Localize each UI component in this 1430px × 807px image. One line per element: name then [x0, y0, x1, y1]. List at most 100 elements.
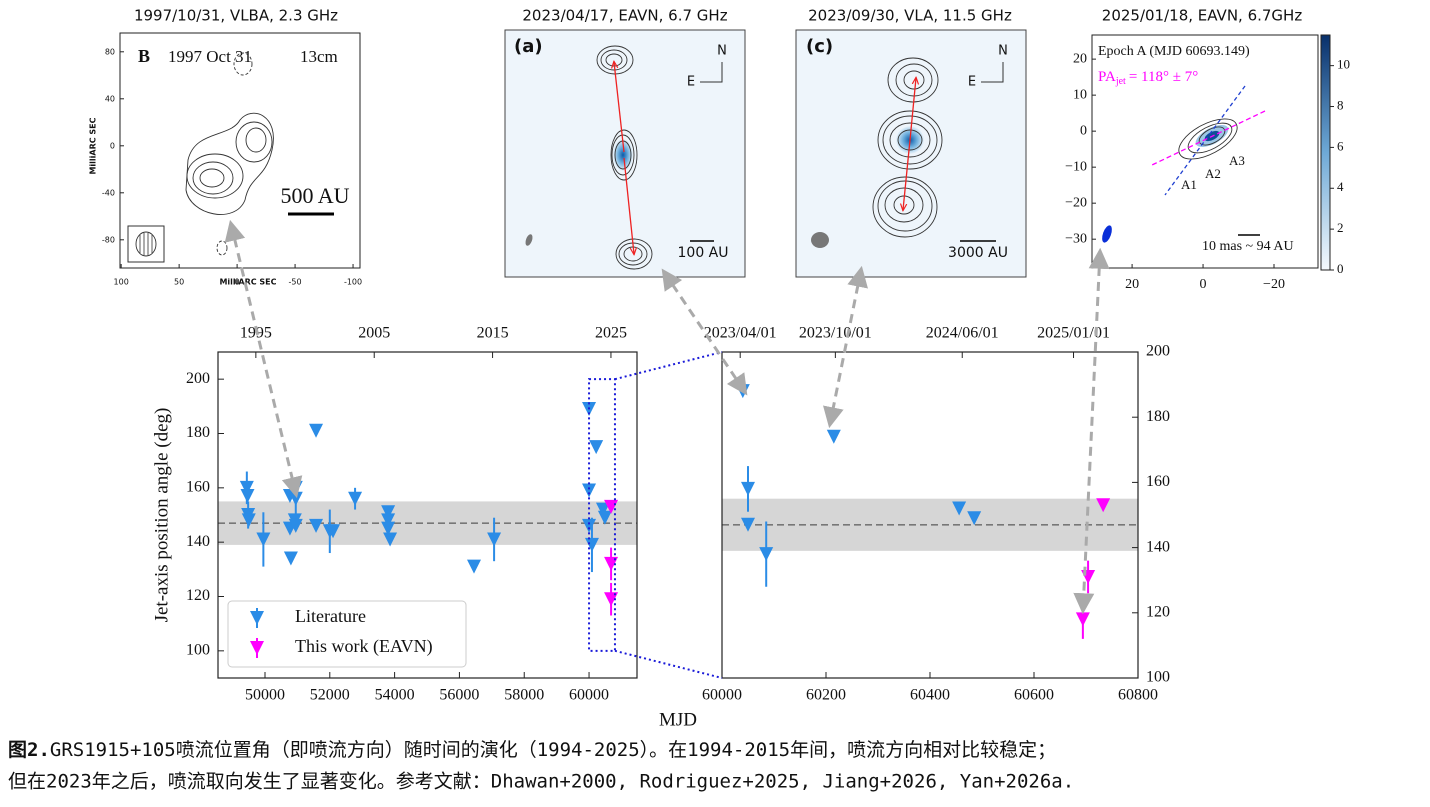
- pa-sub: jet: [1115, 76, 1126, 87]
- data-point: [741, 481, 755, 496]
- y-tick-label: 0: [110, 141, 115, 150]
- caption-line: 但在2023年之后，喷流取向发生了显著变化。参考文献：Dhawan+2000, …: [8, 771, 1074, 793]
- y-tick-label: 160: [1146, 473, 1170, 490]
- zoom-connector: [614, 649, 723, 679]
- panel-epoch: 1997 Oct 31: [168, 47, 252, 66]
- data-point: [741, 517, 755, 532]
- y-tick-label: 100: [1146, 669, 1170, 686]
- pa-label: PAjet = 118° ± 7°: [1098, 69, 1198, 87]
- compass-north: N: [998, 44, 1008, 59]
- panel-title: 2023/04/17, EAVN, 6.7 GHz: [522, 7, 727, 25]
- y-tick-label: 200: [1146, 343, 1170, 360]
- y-tick-label: 140: [1146, 538, 1170, 555]
- caption-text: GRS1915+105喷流位置角（即喷流方向）随时间的演化（1994-2025）…: [50, 739, 1056, 761]
- x-tick-label: 60000: [702, 687, 742, 704]
- x2-tick-label: 2025/01/01: [1037, 325, 1110, 342]
- data-point: [1075, 612, 1090, 627]
- y-tick-label: 20: [1073, 51, 1087, 66]
- legend: [227, 600, 467, 668]
- data-point: [381, 505, 396, 520]
- zoom-connector: [614, 351, 723, 381]
- data-point: [240, 488, 255, 503]
- compass-east: E: [687, 75, 695, 90]
- scale-label: 3000 AU: [948, 245, 1008, 261]
- x-tick-label: 60400: [910, 687, 950, 704]
- y-axis-title: Jet-axis position angle (deg): [151, 408, 172, 623]
- caption-label: 图2.: [8, 739, 50, 761]
- x-tick-label: 0: [1200, 277, 1207, 292]
- x-tick-label: 54000: [375, 687, 415, 704]
- x-tick-label: 0: [235, 278, 240, 287]
- panel-label: (c): [806, 36, 833, 57]
- y-tick-label: 120: [1146, 603, 1170, 620]
- panel-title: 1997/10/31, VLBA, 2.3 GHz: [134, 7, 338, 25]
- x-tick-label: -50: [289, 278, 302, 287]
- x2-tick-label: 2005: [358, 325, 390, 342]
- y-tick-label: 180: [186, 424, 210, 441]
- legend-marker: [250, 611, 264, 625]
- x-tick-label: 60200: [806, 687, 846, 704]
- x-tick-label: 60000: [569, 687, 609, 704]
- x-tick-label: 100: [114, 278, 129, 287]
- scale-label: 10 mas ~ 94 AU: [1202, 239, 1294, 254]
- y-tick-label: 0: [1080, 123, 1087, 138]
- x-axis-label: MilliARC SEC: [219, 278, 276, 287]
- contours: [811, 57, 943, 248]
- colorbar-tick-label: 4: [1337, 179, 1344, 194]
- data-point: [288, 518, 303, 533]
- x-axis-title: MJD: [659, 709, 697, 730]
- data-point: [383, 532, 398, 547]
- data-point: [381, 521, 396, 536]
- y-tick-label: −30: [1065, 231, 1087, 246]
- x2-tick-label: 2023/10/01: [799, 325, 872, 342]
- compass-east: E: [968, 75, 976, 90]
- data-point: [309, 518, 324, 533]
- contours: [525, 45, 653, 270]
- y-tick-label: 200: [186, 370, 210, 387]
- colorbar-tick-label: 0: [1337, 261, 1344, 276]
- colorbar-tick-label: 2: [1337, 220, 1344, 235]
- x2-tick-label: 2025: [595, 325, 627, 342]
- y-tick-label: 120: [186, 587, 210, 604]
- x-tick-label: 56000: [439, 687, 479, 704]
- y-tick-label: -40: [102, 188, 115, 197]
- panel-epoch: Epoch A (MJD 60693.149): [1098, 44, 1250, 59]
- colorbar-tick-label: 8: [1337, 98, 1344, 113]
- data-point: [967, 511, 982, 526]
- colorbar-tick-label: 6: [1337, 138, 1344, 153]
- colorbar-tick-label: 10: [1337, 57, 1350, 72]
- panel-label: B: [138, 46, 150, 66]
- data-point: [348, 491, 363, 506]
- data-point: [381, 513, 396, 528]
- panel-band: 13cm: [300, 47, 338, 66]
- pa-text: PA: [1098, 69, 1116, 85]
- data-point: [487, 532, 502, 547]
- legend-entries: Literature This work (EAVN): [250, 606, 433, 658]
- y-tick-label: −20: [1065, 195, 1087, 210]
- panel-label: (a): [514, 36, 543, 57]
- pointer-arrows: [224, 219, 1110, 615]
- x-tick-label: 50: [174, 278, 184, 287]
- data-point: [582, 483, 597, 498]
- x-tick-label: 50000: [245, 687, 285, 704]
- y-tick-label: 180: [1146, 408, 1170, 425]
- data-point: [597, 510, 612, 525]
- y-axis-label: MilliARC SEC: [89, 117, 98, 174]
- data-point: [589, 440, 604, 455]
- data-point: [952, 501, 967, 516]
- x-tick-label: 52000: [310, 687, 350, 704]
- scale-label: 500 AU: [280, 183, 349, 208]
- data-point: [256, 532, 271, 547]
- y-tick-label: -80: [102, 235, 115, 244]
- compass: [981, 62, 1004, 83]
- data-point: [826, 429, 841, 444]
- compass-north: N: [717, 44, 727, 59]
- component-label: A2: [1205, 166, 1221, 181]
- legend-marker: [250, 641, 264, 655]
- data-point: [283, 551, 298, 566]
- y-tick-label: 140: [186, 533, 210, 550]
- x-tick-label: 58000: [504, 687, 544, 704]
- x-tick-label: 20: [1125, 277, 1139, 292]
- component-label: A1: [1181, 177, 1197, 192]
